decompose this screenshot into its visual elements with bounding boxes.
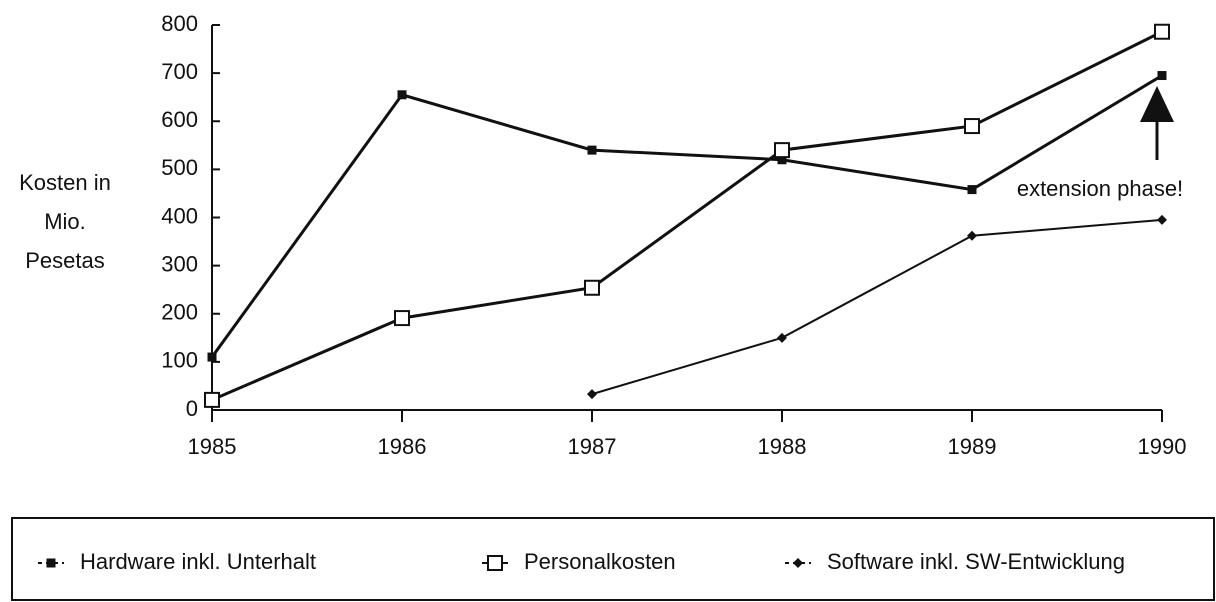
point: [777, 155, 787, 165]
point: [204, 391, 220, 408]
point: [207, 352, 217, 362]
y-tick-label: 0: [186, 396, 198, 421]
y-axis-label: Mio.: [44, 209, 86, 234]
y-tick-label: 800: [161, 11, 198, 36]
x-tick-label: 1985: [188, 434, 237, 459]
point: [587, 389, 597, 400]
point: [397, 90, 407, 100]
point: [967, 185, 977, 195]
y-tick-label: 500: [161, 155, 198, 180]
series-line: [591, 218, 1163, 396]
series-line: [210, 74, 1163, 358]
x-tick-label: 1986: [378, 434, 427, 459]
y-axis-label: Pesetas: [25, 248, 105, 273]
point: [584, 279, 600, 296]
legend-box: [11, 517, 1215, 601]
legend-label: Software inkl. SW-Entwicklung: [827, 549, 1125, 574]
y-tick-label: 300: [161, 251, 198, 276]
annotation-arrowhead: [1140, 86, 1174, 122]
legend-label: Hardware inkl. Unterhalt: [80, 549, 316, 574]
point: [1154, 23, 1170, 40]
x-tick-label: 1987: [568, 434, 617, 459]
y-tick-label: 200: [161, 300, 198, 325]
x-tick-label: 1988: [758, 434, 807, 459]
legend-marker: [46, 558, 56, 568]
legend-marker: [793, 558, 803, 568]
point: [774, 142, 790, 159]
legend-marker: [487, 555, 503, 571]
point: [1157, 71, 1167, 81]
series-line: [211, 30, 1163, 402]
y-tick-label: 100: [161, 348, 198, 373]
point: [967, 230, 977, 241]
point: [394, 310, 410, 327]
point: [964, 118, 980, 135]
point: [777, 332, 787, 343]
legend-label: Personalkosten: [524, 549, 676, 574]
x-tick-label: 1990: [1138, 434, 1187, 459]
y-tick-label: 400: [161, 203, 198, 228]
y-axis-label: Kosten in: [19, 170, 111, 195]
point: [1157, 214, 1167, 225]
y-tick-label: 700: [161, 59, 198, 84]
point: [587, 145, 597, 155]
y-tick-label: 600: [161, 107, 198, 132]
x-tick-label: 1989: [948, 434, 997, 459]
annotation: extension phase!: [1017, 176, 1183, 201]
